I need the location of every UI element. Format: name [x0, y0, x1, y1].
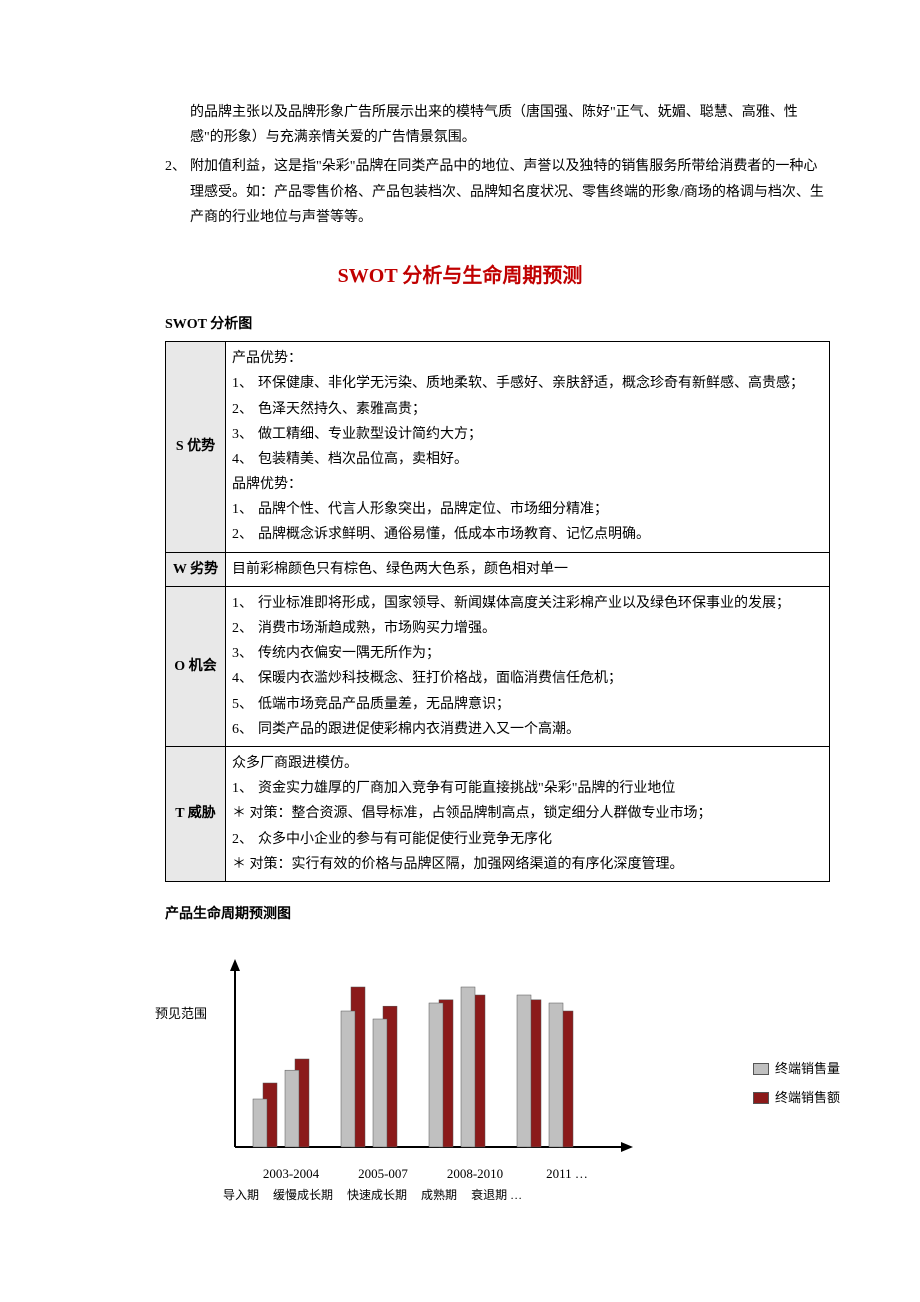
- legend-swatch: [753, 1092, 769, 1104]
- legend-label: 终端销售额: [775, 1086, 840, 1109]
- table-row: S 优势 产品优势： 1、环保健康、非化学无污染、质地柔软、手感好、亲肤舒适，概…: [166, 342, 830, 553]
- swot-t-content: 众多厂商跟进模仿。 1、资金实力雄厚的厂商加入竞争有可能直接挑战"朵彩"品牌的行…: [226, 746, 830, 881]
- list-text: 附加值利益，这是指"朵彩"品牌在同类产品中的地位、声誉以及独特的销售服务所带给消…: [190, 154, 830, 230]
- list-text: 目前彩棉颜色只有棕色、绿色两大色系，颜色相对单一: [232, 557, 823, 582]
- table-row: O 机会 1、行业标准即将形成，国家领导、新闻媒体高度关注彩棉产业以及绿色环保事…: [166, 586, 830, 746]
- list-number: 1、: [232, 776, 254, 801]
- list-number: 3、: [232, 422, 254, 447]
- list-number: 1、: [232, 371, 254, 396]
- list-number: 2、: [165, 154, 186, 230]
- legend-item: 终端销售额: [753, 1086, 840, 1109]
- swot-t-label: T 威胁: [166, 746, 226, 881]
- list-text: 品牌个性、代言人形象突出，品牌定位、市场细分精准；: [258, 497, 823, 522]
- swot-s-label: S 优势: [166, 342, 226, 553]
- list-number: 4、: [232, 447, 254, 472]
- list-text: ＊ 对策：实行有效的价格与品牌区隔，加强网络渠道的有序化深度管理。: [232, 852, 823, 877]
- intro-continuation: 的品牌主张以及品牌形象广告所展示出来的模特气质（唐国强、陈好"正气、妩媚、聪慧、…: [190, 100, 830, 150]
- table-row: T 威胁 众多厂商跟进模仿。 1、资金实力雄厚的厂商加入竞争有可能直接挑战"朵彩…: [166, 746, 830, 881]
- section-title: SWOT 分析与生命周期预测: [90, 258, 830, 294]
- list-number: 2、: [232, 616, 254, 641]
- phase-label: 导入期: [223, 1185, 259, 1207]
- intro-line-0: 的品牌主张以及品牌形象广告所展示出来的模特气质（唐国强、陈好"正气、妩媚、聪慧、…: [190, 100, 830, 150]
- list-number: 6、: [232, 717, 254, 742]
- list-text: 低端市场竞品产品质量差，无品牌意识；: [258, 692, 823, 717]
- list-text: 消费市场渐趋成熟，市场购买力增强。: [258, 616, 823, 641]
- x-tick: 2011 …: [521, 1162, 613, 1185]
- list-number: 2、: [232, 827, 254, 852]
- list-number: 1、: [232, 497, 254, 522]
- list-number: 4、: [232, 666, 254, 691]
- list-text: 保暖内衣滥炒科技概念、狂打价格战，面临消费信任危机；: [258, 666, 823, 691]
- list-text: 品牌概念诉求鲜明、通俗易懂，低成本市场教育、记忆点明确。: [258, 522, 823, 547]
- list-text: 传统内衣偏安一隅无所作为；: [258, 641, 823, 666]
- list-text: 同类产品的跟进促使彩棉内衣消费进入又一个高潮。: [258, 717, 823, 742]
- list-number: 2、: [232, 522, 254, 547]
- list-number: 1、: [232, 591, 254, 616]
- swot-o-content: 1、行业标准即将形成，国家领导、新闻媒体高度关注彩棉产业以及绿色环保事业的发展；…: [226, 586, 830, 746]
- swot-table: S 优势 产品优势： 1、环保健康、非化学无污染、质地柔软、手感好、亲肤舒适，概…: [165, 341, 830, 882]
- swot-subheading: 品牌优势：: [232, 472, 823, 497]
- legend-swatch: [753, 1063, 769, 1075]
- list-text: ＊ 对策：整合资源、倡导标准，占领品牌制高点，锁定细分人群做专业市场；: [232, 801, 823, 826]
- chart-svg: [165, 937, 645, 1167]
- legend-label: 终端销售量: [775, 1057, 840, 1080]
- list-number: 2、: [232, 397, 254, 422]
- swot-w-label: W 劣势: [166, 552, 226, 586]
- phase-label: 缓慢成长期: [273, 1185, 333, 1207]
- x-tick: 2005-007: [337, 1162, 429, 1185]
- list-number: 3、: [232, 641, 254, 666]
- chart-phase-labels: 导入期 缓慢成长期 快速成长期 成熟期 衰退期 …: [223, 1185, 522, 1207]
- chart-x-labels: 2003-2004 2005-007 2008-2010 2011 …: [245, 1162, 613, 1185]
- phase-label: 衰退期 …: [471, 1185, 522, 1207]
- table-row: W 劣势 目前彩棉颜色只有棕色、绿色两大色系，颜色相对单一: [166, 552, 830, 586]
- list-text: 众多中小企业的参与有可能促使行业竞争无序化: [258, 827, 823, 852]
- intro-item-2: 2、 附加值利益，这是指"朵彩"品牌在同类产品中的地位、声誉以及独特的销售服务所…: [165, 154, 830, 230]
- phase-label: 成熟期: [421, 1185, 457, 1207]
- chart-title: 产品生命周期预测图: [165, 902, 830, 927]
- legend-item: 终端销售量: [753, 1057, 840, 1080]
- x-tick: 2003-2004: [245, 1162, 337, 1185]
- list-text: 行业标准即将形成，国家领导、新闻媒体高度关注彩棉产业以及绿色环保事业的发展；: [258, 591, 823, 616]
- list-text: 色泽天然持久、素雅高贵；: [258, 397, 823, 422]
- swot-heading: SWOT 分析图: [165, 312, 830, 337]
- list-number: 5、: [232, 692, 254, 717]
- lifecycle-chart: 预见范围 2003-2004 2005-007 2008-2010 2011 ……: [165, 937, 830, 1237]
- chart-legend: 终端销售量 终端销售额: [753, 1057, 840, 1116]
- list-text: 环保健康、非化学无污染、质地柔软、手感好、亲肤舒适，概念珍奇有新鲜感、高贵感；: [258, 371, 823, 396]
- chart-y-label: 预见范围: [155, 1002, 207, 1025]
- list-text: 资金实力雄厚的厂商加入竞争有可能直接挑战"朵彩"品牌的行业地位: [258, 776, 823, 801]
- x-tick: 2008-2010: [429, 1162, 521, 1185]
- list-text: 做工精细、专业款型设计简约大方；: [258, 422, 823, 447]
- phase-label: 快速成长期: [347, 1185, 407, 1207]
- list-text: 包装精美、档次品位高，卖相好。: [258, 447, 823, 472]
- swot-o-label: O 机会: [166, 586, 226, 746]
- list-text: 众多厂商跟进模仿。: [232, 751, 823, 776]
- swot-s-content: 产品优势： 1、环保健康、非化学无污染、质地柔软、手感好、亲肤舒适，概念珍奇有新…: [226, 342, 830, 553]
- swot-subheading: 产品优势：: [232, 346, 823, 371]
- swot-w-content: 目前彩棉颜色只有棕色、绿色两大色系，颜色相对单一: [226, 552, 830, 586]
